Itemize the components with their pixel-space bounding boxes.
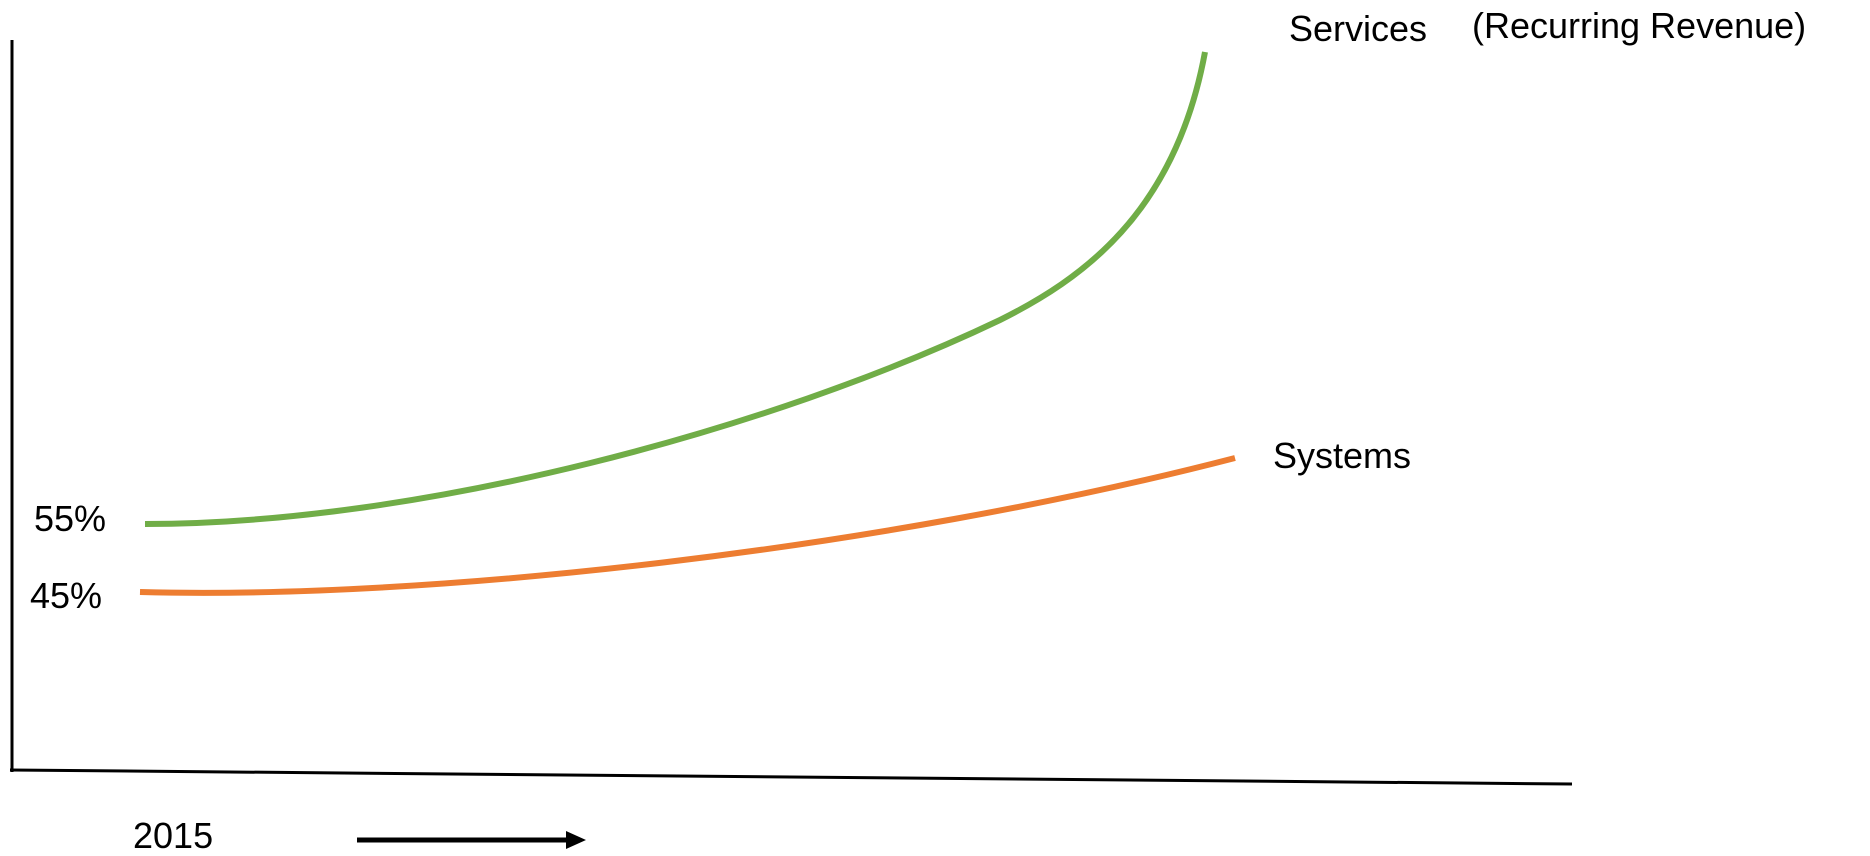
- direction-arrow-head: [566, 831, 586, 849]
- services-series-line: [144, 51, 1208, 527]
- services-start-label: 55%: [34, 498, 106, 539]
- x-tick-label-2015: 2015: [133, 815, 213, 851]
- services-series-label: Services: [1289, 8, 1427, 49]
- systems-start-label: 45%: [30, 575, 102, 616]
- services-annotation: (Recurring Revenue): [1472, 5, 1806, 46]
- x-axis-line: [9, 768, 1573, 786]
- systems-series-label: Systems: [1273, 435, 1411, 476]
- systems-series-line: [139, 455, 1236, 596]
